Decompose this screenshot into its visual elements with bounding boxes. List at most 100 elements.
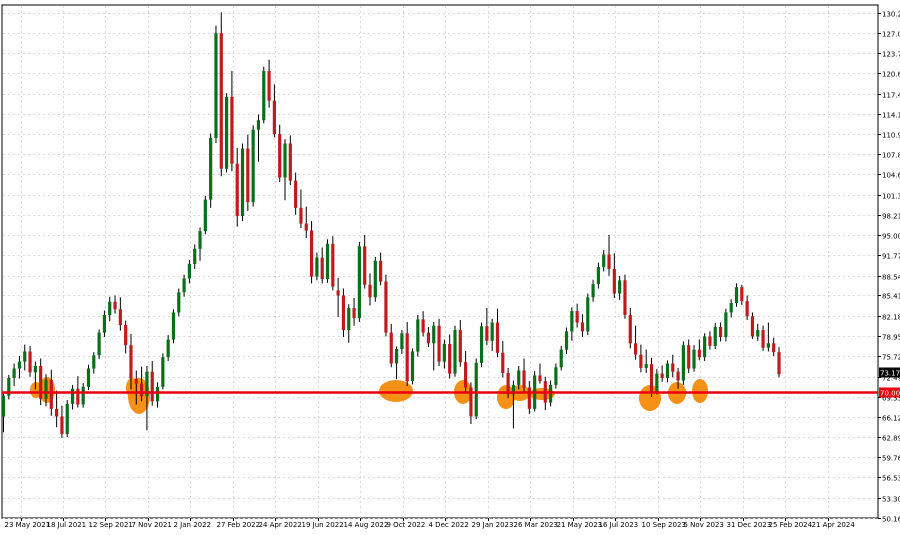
candle-body	[7, 377, 11, 396]
candle-body	[501, 352, 505, 373]
candle-body	[113, 301, 117, 310]
candle-body	[718, 326, 723, 338]
candle	[309, 221, 314, 284]
candle-body	[28, 351, 32, 373]
candle-body	[655, 373, 659, 392]
candle	[272, 84, 276, 138]
candle	[336, 277, 340, 317]
candle	[676, 367, 680, 389]
candle	[65, 400, 69, 438]
candle	[479, 322, 484, 368]
candle-body	[118, 309, 122, 326]
candle-body	[628, 314, 632, 344]
candle	[251, 125, 255, 207]
candle	[28, 345, 32, 377]
candle	[44, 374, 48, 407]
candle-body	[777, 352, 781, 375]
candle	[240, 143, 245, 222]
candle	[729, 299, 733, 318]
candle	[596, 262, 600, 289]
candle	[724, 308, 728, 342]
y-tick-label: 114.19	[882, 112, 900, 120]
candle	[140, 366, 144, 402]
candle-body	[17, 361, 22, 369]
price-tag-label: 73.170	[880, 370, 900, 378]
candle	[458, 320, 462, 367]
candle-body	[357, 246, 361, 319]
candle	[161, 353, 165, 390]
candle-body	[363, 246, 367, 285]
y-tick-label: 59.760	[882, 455, 900, 463]
candle	[580, 314, 585, 338]
candle	[92, 352, 96, 374]
candle	[256, 114, 261, 162]
candle	[469, 382, 473, 425]
x-tick-label: 9 Oct 2022	[387, 521, 426, 529]
candle	[772, 337, 776, 356]
candle	[586, 293, 590, 336]
y-tick-label: 98.215	[882, 213, 900, 221]
candle	[644, 349, 648, 373]
candle-body	[432, 325, 436, 344]
candle	[761, 325, 765, 351]
candle-body	[448, 343, 452, 374]
candle-body	[750, 316, 755, 337]
candle	[267, 59, 271, 108]
candle	[70, 384, 75, 410]
x-tick-label: 21 May 2023	[557, 521, 603, 529]
candle-body	[166, 339, 170, 358]
candle-body	[76, 388, 80, 405]
candle-body	[102, 314, 107, 333]
candle-body	[198, 231, 202, 249]
candle	[113, 295, 117, 314]
candle-body	[708, 336, 712, 346]
candle	[246, 134, 250, 211]
candle-body	[134, 378, 138, 384]
candle	[198, 227, 202, 261]
candle	[60, 405, 64, 438]
candle-body	[124, 325, 128, 346]
candle	[740, 284, 744, 305]
candle-body	[320, 257, 324, 280]
x-tick-label: 14 Aug 2022	[344, 521, 389, 529]
level-tag-label: 70.000	[880, 389, 900, 397]
candle	[671, 354, 675, 378]
highlight-ellipse	[30, 382, 42, 398]
candle-body	[479, 326, 484, 363]
plot-frame	[1, 4, 879, 519]
candle	[203, 195, 207, 235]
candle-body	[235, 163, 239, 217]
candle-body	[272, 100, 276, 135]
candle-body	[331, 243, 335, 287]
candle-body	[596, 267, 600, 285]
x-tick-label: 26 Mar 2023	[514, 521, 558, 529]
candle-body	[426, 332, 431, 344]
candle	[224, 93, 229, 173]
y-tick-label: 104.60	[882, 172, 900, 180]
candle	[352, 297, 356, 326]
candle-body	[256, 120, 261, 130]
candle-body	[55, 408, 59, 417]
x-tick-label: 27 Feb 2022	[217, 521, 261, 529]
candle	[33, 361, 37, 390]
candle	[108, 296, 112, 322]
candle-body	[97, 332, 101, 356]
candle-body	[140, 383, 144, 397]
candle	[55, 390, 59, 428]
candle-body	[724, 312, 728, 338]
candle-body	[129, 345, 133, 379]
candle-body	[203, 199, 207, 232]
candle	[575, 303, 579, 328]
candle-body	[570, 311, 574, 332]
candle	[416, 314, 420, 357]
x-tick-label: 25 Feb 2024	[769, 521, 813, 529]
candle-body	[761, 330, 765, 348]
candle	[766, 322, 770, 352]
x-tick-label: 4 Dec 2022	[429, 521, 469, 529]
candle	[618, 275, 622, 300]
x-tick-label: 31 Dec 2023	[727, 521, 772, 529]
candle-body	[108, 301, 112, 315]
candle	[134, 370, 138, 405]
candle-body	[517, 370, 521, 385]
